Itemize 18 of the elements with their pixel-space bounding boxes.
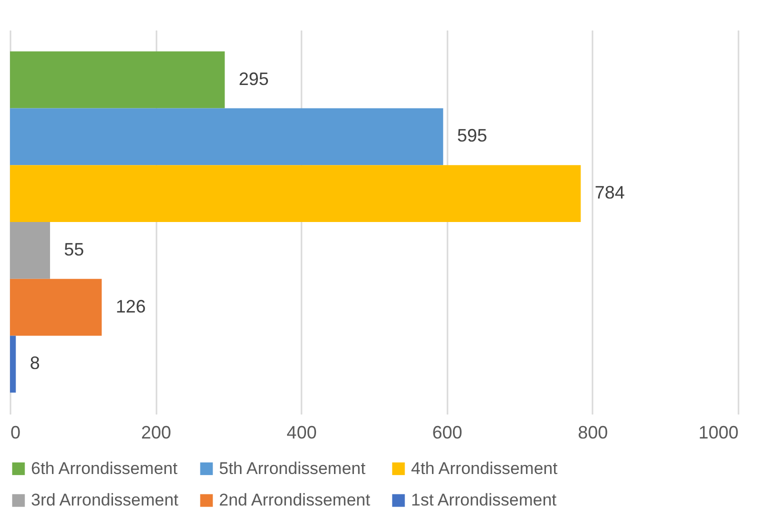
data-label: 784 [594,182,625,203]
x-tick-label: 800 [578,422,608,442]
x-tick-label: 1000 [698,422,738,442]
data-label: 126 [116,296,146,316]
legend-label: 4th Arrondissement [411,458,558,478]
legend-label: 1st Arrondissement [411,490,557,510]
data-label: 295 [238,68,269,89]
data-label: 55 [64,239,84,260]
legend-label: 3rd Arrondissement [31,490,179,510]
x-tick-label: 600 [432,422,462,442]
legend-label: 5th Arrondissement [219,458,366,478]
data-label: 8 [30,353,40,374]
legend-label: 6th Arrondissement [31,458,178,478]
x-tick-label: 200 [141,422,172,442]
x-tick-label: 400 [286,422,317,442]
x-tick-label: 0 [10,422,21,442]
data-label: 595 [457,126,488,146]
legend-label: 2nd Arrondissement [219,490,370,510]
